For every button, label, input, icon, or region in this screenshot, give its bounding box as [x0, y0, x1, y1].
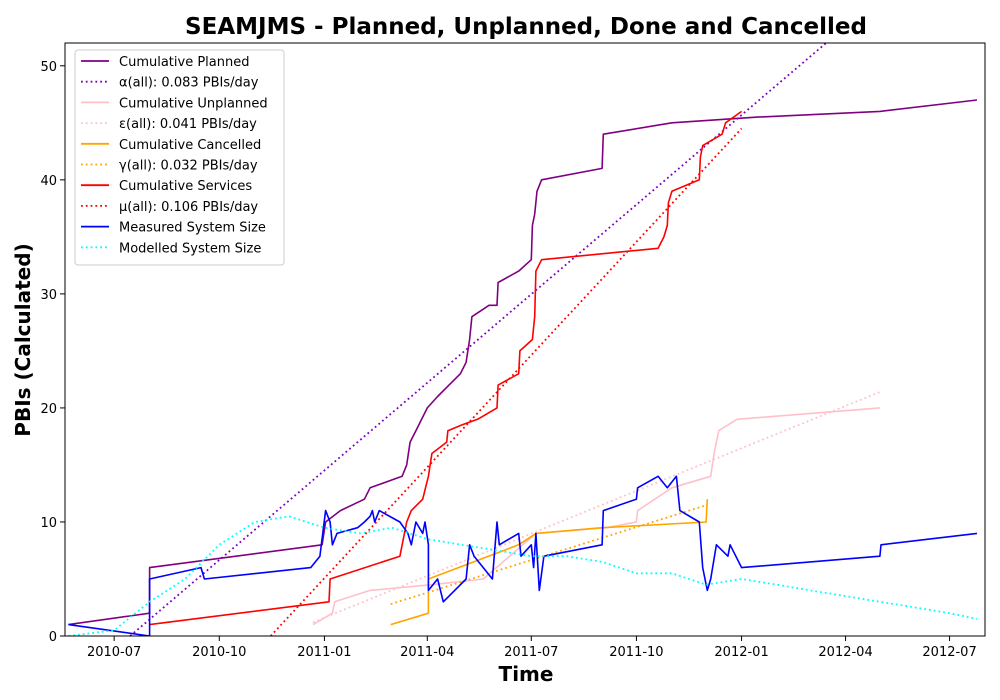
y-tick-label: 50	[40, 60, 57, 75]
legend-label-6: Cumulative Services	[119, 179, 252, 194]
legend-label-0: Cumulative Planned	[119, 55, 249, 70]
plot-frame	[64, 42, 986, 637]
legend-label-2: Cumulative Unplanned	[119, 96, 268, 111]
x-tick-label: 2011-10	[609, 645, 663, 660]
legend-label-1: α(all): 0.083 PBIs/day	[119, 76, 259, 91]
plot-area	[68, 43, 978, 636]
series-line-2	[312, 407, 880, 626]
y-axis-label: PBIs (Calculated)	[11, 243, 35, 436]
x-axis-label: Time	[499, 662, 554, 686]
chart-title: SEAMJMS - Planned, Unplanned, Done and C…	[185, 14, 867, 40]
x-tick-label: 2010-10	[192, 645, 246, 660]
series-line-3	[312, 391, 881, 624]
legend-label-8: Measured System Size	[119, 221, 266, 236]
series-line-6	[149, 110, 743, 626]
x-tick-label: 2011-01	[297, 645, 351, 660]
legend-label-5: γ(all): 0.032 PBIs/day	[119, 159, 258, 174]
series-line-4	[390, 499, 709, 626]
x-tick-label: 2010-07	[87, 645, 141, 660]
y-tick-label: 0	[49, 630, 57, 645]
y-tick-label: 40	[40, 174, 57, 189]
legend-label-7: μ(all): 0.106 PBIs/day	[119, 200, 258, 215]
legend-label-3: ε(all): 0.041 PBIs/day	[119, 117, 257, 132]
x-tick-label: 2012-01	[714, 645, 768, 660]
legend-label-4: Cumulative Cancelled	[119, 138, 261, 153]
x-tick-label: 2012-04	[818, 645, 872, 660]
series-line-8	[68, 475, 978, 636]
x-tick-label: 2012-07	[922, 645, 976, 660]
y-tick-label: 30	[40, 288, 57, 303]
x-tick-label: 2011-04	[400, 645, 454, 660]
x-tick-label: 2011-07	[504, 645, 558, 660]
axis-ticks: 2010-07 2010-10 2011-01 2011-04 2011-07 2011-…	[40, 60, 976, 660]
series-line-0	[68, 99, 978, 626]
series-line-1	[129, 43, 827, 636]
y-tick-label: 10	[40, 516, 57, 531]
y-tick-label: 20	[40, 402, 57, 417]
legend-label-9: Modelled System Size	[119, 241, 261, 256]
series-line-7	[270, 127, 743, 636]
legend: Cumulative Planned α(all): 0.083 PBIs/day…	[74, 49, 285, 266]
legend-box	[74, 49, 285, 266]
